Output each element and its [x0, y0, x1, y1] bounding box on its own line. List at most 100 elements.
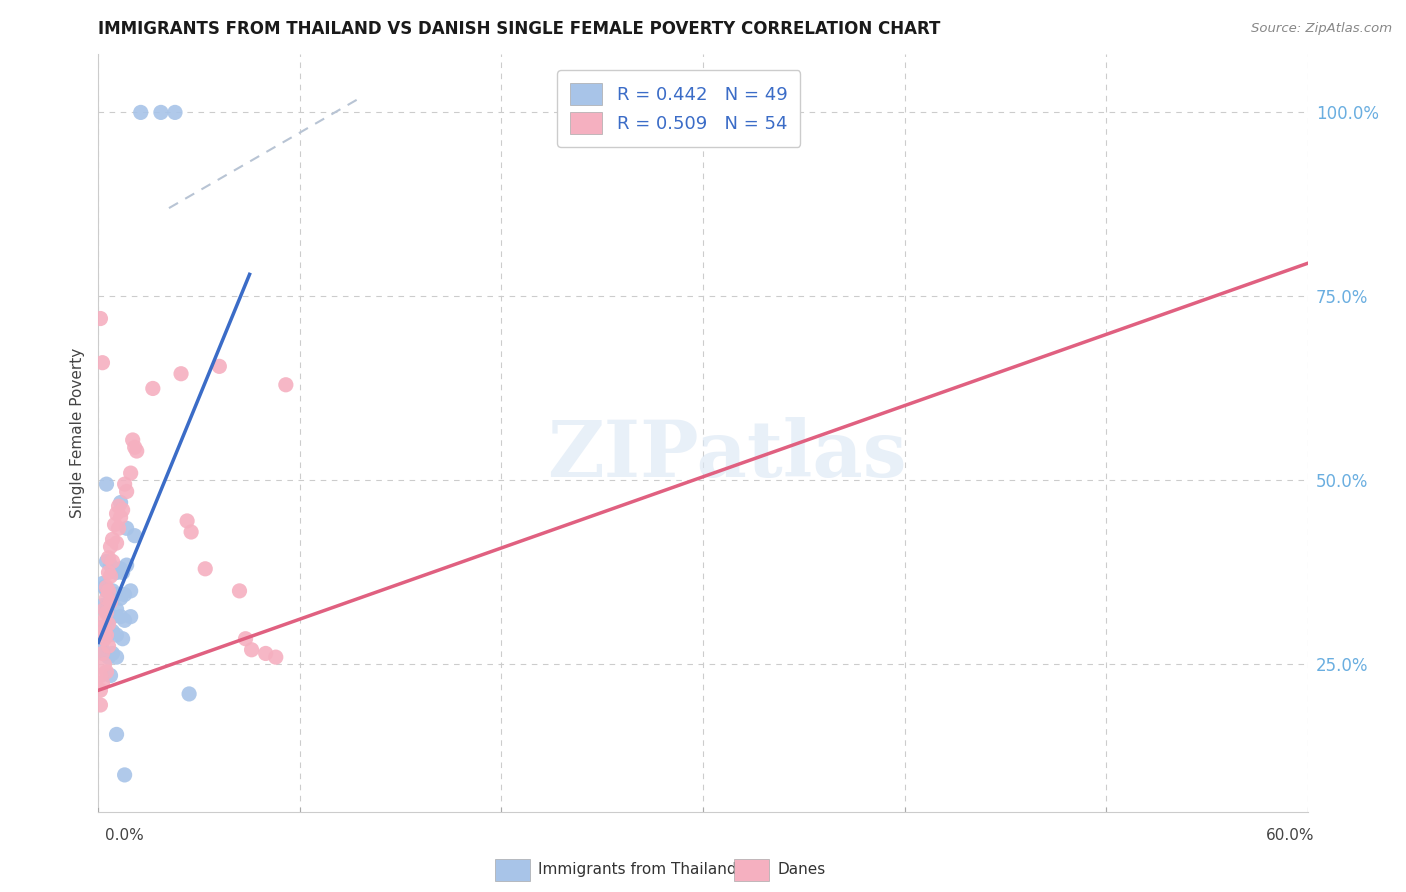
Text: IMMIGRANTS FROM THAILAND VS DANISH SINGLE FEMALE POVERTY CORRELATION CHART: IMMIGRANTS FROM THAILAND VS DANISH SINGL…	[98, 21, 941, 38]
Point	[101, 647, 124, 661]
Point	[105, 536, 128, 550]
Point	[93, 647, 115, 661]
Point	[93, 624, 115, 639]
Point	[105, 628, 128, 642]
Point	[274, 377, 297, 392]
Point	[115, 484, 138, 499]
Point	[89, 621, 111, 635]
Point	[111, 503, 134, 517]
Point	[105, 588, 128, 602]
Point	[91, 647, 114, 661]
Point	[110, 510, 132, 524]
Text: ZIPatlas: ZIPatlas	[547, 417, 907, 493]
Point	[105, 566, 128, 580]
Text: Immigrants from Thailand: Immigrants from Thailand	[538, 863, 737, 877]
Point	[142, 381, 165, 395]
Point	[93, 602, 115, 616]
Point	[96, 591, 118, 606]
Point	[179, 687, 201, 701]
Point	[97, 566, 120, 580]
Point	[101, 624, 124, 639]
Point	[101, 609, 124, 624]
Point	[240, 642, 263, 657]
Point	[91, 576, 114, 591]
Point	[91, 356, 114, 370]
Point	[107, 500, 129, 514]
Point	[163, 105, 186, 120]
Point	[89, 698, 111, 712]
Point	[96, 606, 118, 620]
Point	[100, 569, 122, 583]
Point	[105, 727, 128, 741]
Point	[100, 558, 122, 573]
Point	[91, 621, 114, 635]
Point	[149, 105, 172, 120]
Point	[89, 311, 111, 326]
Point	[97, 550, 120, 565]
Point	[120, 609, 142, 624]
Point	[114, 768, 136, 782]
Point	[100, 540, 122, 554]
Point	[96, 554, 118, 568]
Point	[115, 558, 138, 573]
Point	[97, 639, 120, 653]
Point	[97, 628, 120, 642]
Point	[105, 507, 128, 521]
Point	[110, 495, 132, 509]
Text: Danes: Danes	[778, 863, 825, 877]
Point	[125, 444, 148, 458]
Point	[105, 602, 128, 616]
Text: Source: ZipAtlas.com: Source: ZipAtlas.com	[1251, 22, 1392, 36]
Point	[96, 665, 118, 679]
Point	[124, 529, 146, 543]
Point	[97, 606, 120, 620]
Point	[235, 632, 257, 646]
Point	[110, 591, 132, 606]
Point	[194, 562, 217, 576]
Point	[111, 632, 134, 646]
Point	[111, 566, 134, 580]
Point	[101, 554, 124, 568]
Point	[114, 477, 136, 491]
Point	[91, 642, 114, 657]
Point	[208, 359, 231, 374]
Point	[114, 588, 136, 602]
Point	[100, 595, 122, 609]
Point	[89, 668, 111, 682]
Point	[180, 524, 202, 539]
Point	[120, 583, 142, 598]
Point	[93, 657, 115, 672]
Point	[97, 650, 120, 665]
Point	[228, 583, 250, 598]
Point	[254, 647, 277, 661]
Legend: R = 0.442   N = 49, R = 0.509   N = 54: R = 0.442 N = 49, R = 0.509 N = 54	[557, 70, 800, 146]
Point	[97, 617, 120, 632]
Point	[96, 477, 118, 491]
Point	[93, 602, 115, 616]
Point	[264, 650, 287, 665]
Point	[93, 580, 115, 594]
Point	[129, 105, 152, 120]
Point	[93, 624, 115, 639]
Point	[89, 683, 111, 698]
Point	[103, 517, 125, 532]
Point	[121, 433, 143, 447]
Point	[93, 632, 115, 646]
Point	[91, 676, 114, 690]
Point	[100, 588, 122, 602]
Point	[96, 583, 118, 598]
Point	[110, 562, 132, 576]
Point	[110, 609, 132, 624]
Point	[114, 613, 136, 627]
Point	[91, 599, 114, 613]
Point	[101, 583, 124, 598]
Point	[100, 668, 122, 682]
Text: 0.0%: 0.0%	[105, 828, 145, 843]
Point	[101, 533, 124, 547]
Point	[115, 521, 138, 535]
Point	[105, 650, 128, 665]
Text: 60.0%: 60.0%	[1267, 828, 1315, 843]
Point	[120, 466, 142, 480]
Point	[96, 628, 118, 642]
Point	[96, 580, 118, 594]
